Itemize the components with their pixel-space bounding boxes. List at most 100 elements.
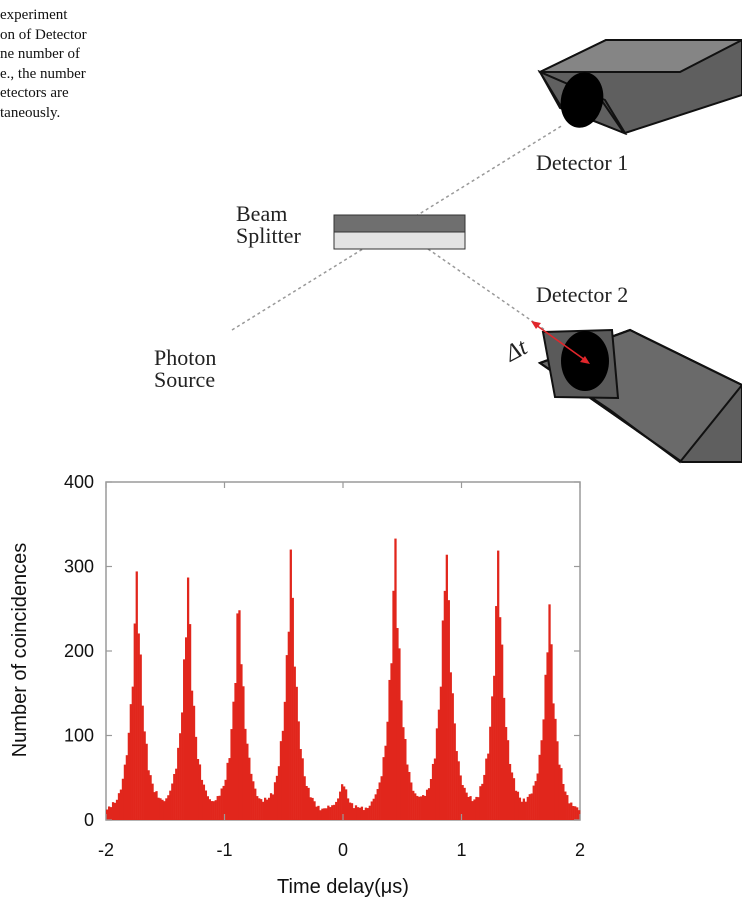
histogram-bar [236,613,239,820]
histogram-bar [562,783,565,820]
plot-ticks: -2 -1 0 1 2 0 100 200 300 400 [64,472,585,860]
histogram-bar [303,776,306,820]
histogram-bar [185,637,188,820]
histogram-bar [508,763,512,820]
histogram-bar [289,549,292,820]
histogram-bar [341,784,344,820]
histogram-bar [171,783,174,820]
histogram-bar [139,654,142,820]
histogram-bar [453,723,456,820]
histogram-bar [137,633,140,820]
histogram-bar [487,753,490,820]
histogram-bar [163,801,166,820]
histogram-bar [214,800,217,820]
y-tick-label: 200 [64,641,94,661]
histogram-bar [378,782,381,820]
histogram-bar [224,779,227,820]
histogram-bar [554,718,557,820]
histogram-bar [232,701,235,820]
histogram-bar [384,745,387,820]
beam-path-to-detector-2 [427,248,546,331]
plot-bars [106,538,581,820]
histogram-bar [220,788,223,820]
beam-splitter-label-line-1: Beam [236,201,287,226]
histogram-bar [574,806,577,820]
histogram-bar [443,590,446,820]
histogram-bar [572,806,575,820]
histogram-bar [157,797,160,820]
beam-splitter [333,214,466,250]
histogram-bar [522,798,525,820]
histogram-bar [400,700,403,820]
histogram-bar [418,796,421,820]
histogram-bar [346,798,350,820]
histogram-bar [485,758,488,820]
histogram-bar [566,795,569,820]
histogram-bar [113,802,117,820]
histogram-bar [526,796,529,820]
histogram-bar [121,778,125,820]
histogram-bar [564,791,567,820]
histogram-bar [514,790,518,820]
histogram-bar [133,623,136,820]
histogram-bar [362,810,366,820]
histogram-bar [179,733,182,820]
histogram-bar [212,801,215,820]
histogram-bar [398,648,401,820]
histogram-bar [502,697,506,820]
histogram-bar [449,672,452,820]
histogram-bar [457,761,460,820]
histogram-bar [283,701,287,820]
histogram-bar [425,789,429,820]
x-tick-label: -2 [98,840,114,860]
histogram-bar [479,786,482,820]
histogram-bar [530,793,533,820]
histogram-bar [305,786,308,820]
histogram-bar [115,799,119,820]
histogram-bar [475,796,478,820]
histogram-bar [358,807,362,820]
histogram-bar [313,801,316,820]
histogram-bar [524,801,527,820]
beam-splitter-label-line-2: Splitter [236,223,301,248]
histogram-bar [125,755,129,820]
histogram-bar [568,803,571,820]
histogram-bar [109,807,113,820]
histogram-bar [262,801,265,820]
histogram-bar [131,686,134,820]
histogram-bar [167,795,170,820]
histogram-bar [267,797,271,820]
histogram-bar [210,801,213,820]
histogram-bar [321,808,324,820]
histogram-bar [354,805,358,820]
y-axis-label: Number of coincidences [9,543,31,758]
histogram-bar [356,807,360,820]
histogram-bar [402,727,405,820]
histogram-bar [147,770,150,820]
histogram-bar [129,704,132,820]
histogram-bar [192,705,196,820]
histogram-bar [552,703,555,820]
histogram-bar [240,664,243,820]
delta-t-arrow [531,321,590,364]
histogram-bar [528,794,531,820]
histogram-bar [536,773,539,820]
histogram-bar [364,807,367,820]
y-tick-label: 400 [64,472,94,492]
histogram-bar [307,787,310,820]
histogram-bar [127,732,130,820]
histogram-bar [323,808,326,820]
histogram-bar [518,797,522,820]
histogram-bar [228,758,231,820]
histogram-bar [412,790,415,820]
histogram-bar [297,721,300,820]
histogram-bar [208,799,211,820]
histogram-bar [380,776,383,820]
histogram-bar [293,666,296,820]
histogram-bar [437,709,441,820]
histogram-bar [119,789,123,820]
histogram-bar [429,779,433,820]
histogram-bar [360,806,364,820]
histogram-bar [544,674,547,820]
histogram-bar [117,793,121,820]
